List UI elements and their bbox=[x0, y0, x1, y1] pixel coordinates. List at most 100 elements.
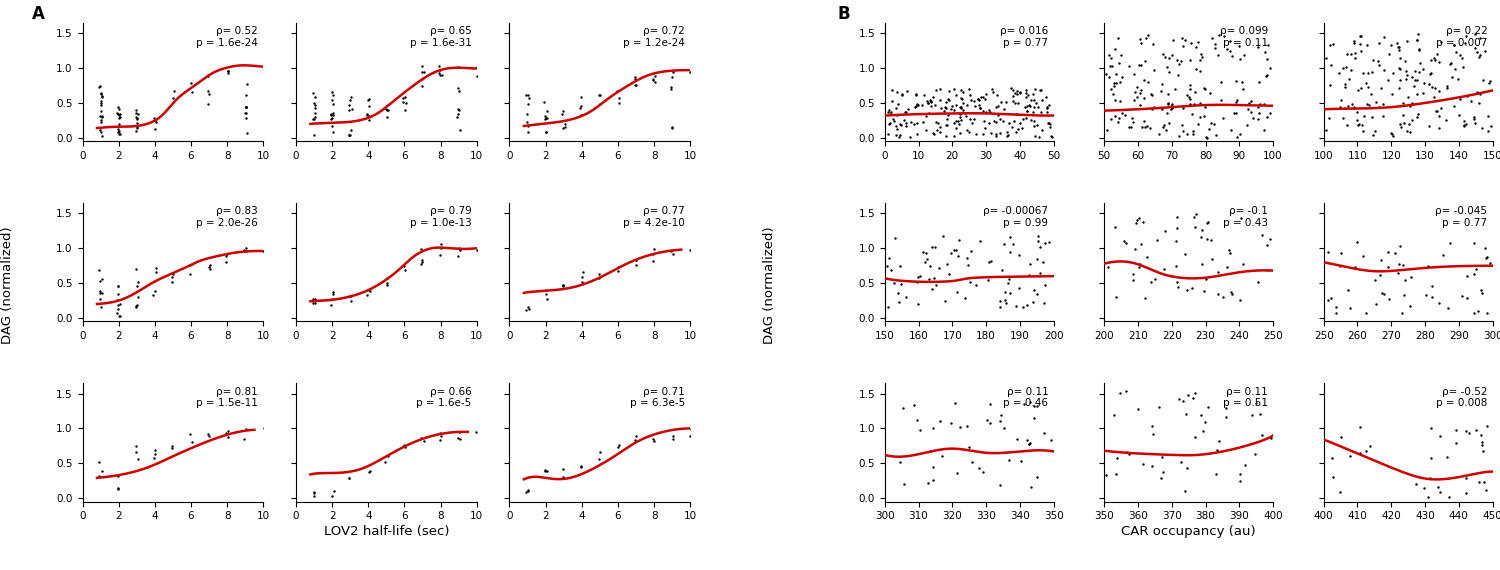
Point bbox=[640, 434, 664, 443]
Point bbox=[1392, 119, 1416, 128]
Point bbox=[1150, 467, 1174, 476]
Point bbox=[1176, 390, 1200, 399]
Text: ρ= 0.66
p = 1.6e-5: ρ= 0.66 p = 1.6e-5 bbox=[416, 386, 471, 408]
Point bbox=[927, 119, 951, 128]
Point bbox=[1426, 299, 1450, 308]
Point bbox=[888, 131, 912, 140]
Point bbox=[978, 400, 1002, 409]
Point bbox=[1192, 111, 1216, 120]
Point bbox=[1000, 86, 1024, 95]
Point bbox=[1334, 82, 1358, 91]
Point bbox=[1128, 240, 1152, 249]
Point bbox=[879, 265, 903, 274]
Point bbox=[1347, 119, 1371, 128]
Point bbox=[1248, 410, 1272, 419]
Point bbox=[1004, 128, 1028, 137]
Point bbox=[988, 128, 1012, 137]
Point bbox=[968, 463, 992, 473]
Point bbox=[198, 261, 222, 270]
Point bbox=[1406, 89, 1429, 99]
Point bbox=[1150, 122, 1174, 131]
Point bbox=[624, 431, 648, 440]
Point bbox=[888, 262, 912, 271]
Point bbox=[447, 87, 471, 96]
Point bbox=[879, 107, 903, 116]
Point bbox=[108, 112, 132, 121]
Point bbox=[1335, 286, 1359, 295]
Point bbox=[1125, 405, 1149, 414]
Point bbox=[946, 235, 970, 245]
Point bbox=[180, 87, 204, 96]
Point bbox=[446, 83, 470, 92]
Point bbox=[162, 93, 186, 103]
Point bbox=[1170, 126, 1194, 135]
Point bbox=[982, 117, 1006, 126]
Point bbox=[105, 308, 129, 317]
Point bbox=[1172, 41, 1196, 50]
Point bbox=[1254, 241, 1278, 250]
Point bbox=[251, 246, 274, 255]
Point bbox=[950, 86, 974, 95]
Point bbox=[1228, 469, 1252, 478]
Point bbox=[321, 486, 345, 495]
Point bbox=[1104, 70, 1128, 79]
Point bbox=[933, 132, 957, 141]
Point bbox=[1148, 129, 1172, 138]
Point bbox=[88, 107, 112, 116]
Point bbox=[1206, 290, 1230, 299]
Point bbox=[876, 129, 900, 139]
Point bbox=[1101, 89, 1125, 99]
Point bbox=[957, 260, 981, 270]
Point bbox=[1426, 482, 1450, 491]
Point bbox=[1035, 108, 1059, 117]
Point bbox=[90, 112, 114, 121]
Point bbox=[339, 92, 363, 101]
Point bbox=[1257, 108, 1281, 117]
Point bbox=[1016, 101, 1040, 111]
Point bbox=[1007, 98, 1031, 107]
Point bbox=[984, 117, 1008, 127]
Point bbox=[1102, 95, 1126, 104]
Point bbox=[1416, 262, 1440, 271]
Point bbox=[1256, 112, 1280, 121]
Point bbox=[1118, 62, 1142, 71]
Point bbox=[876, 261, 900, 270]
Point bbox=[1426, 111, 1450, 120]
Point bbox=[1206, 267, 1230, 276]
Point bbox=[1455, 294, 1479, 303]
Point bbox=[1364, 97, 1388, 107]
Point bbox=[678, 431, 702, 441]
Point bbox=[1130, 60, 1154, 69]
Point bbox=[339, 104, 363, 113]
Point bbox=[1342, 103, 1366, 112]
Point bbox=[375, 279, 399, 288]
Point bbox=[878, 118, 902, 127]
Point bbox=[339, 125, 363, 135]
Point bbox=[1142, 40, 1166, 49]
Point bbox=[946, 120, 970, 129]
Point bbox=[1376, 263, 1400, 272]
Point bbox=[393, 99, 417, 108]
Text: ρ= 0.11
p = 0.51: ρ= 0.11 p = 0.51 bbox=[1222, 386, 1268, 408]
Point bbox=[950, 93, 974, 103]
Point bbox=[1214, 403, 1237, 412]
Point bbox=[550, 107, 574, 116]
Point bbox=[992, 117, 1016, 126]
Point bbox=[1000, 91, 1024, 100]
Point bbox=[106, 300, 130, 310]
Point bbox=[1186, 119, 1210, 128]
Point bbox=[144, 263, 168, 272]
Point bbox=[1390, 260, 1414, 269]
Point bbox=[884, 103, 908, 112]
Point bbox=[1000, 123, 1024, 132]
Point bbox=[1164, 262, 1188, 271]
Point bbox=[939, 418, 963, 428]
Point bbox=[1230, 78, 1254, 87]
Point bbox=[534, 295, 558, 304]
Point bbox=[1218, 36, 1242, 46]
Point bbox=[321, 288, 345, 297]
Point bbox=[1479, 121, 1500, 130]
Point bbox=[1258, 433, 1282, 442]
Point bbox=[939, 249, 963, 258]
Point bbox=[1194, 133, 1218, 142]
